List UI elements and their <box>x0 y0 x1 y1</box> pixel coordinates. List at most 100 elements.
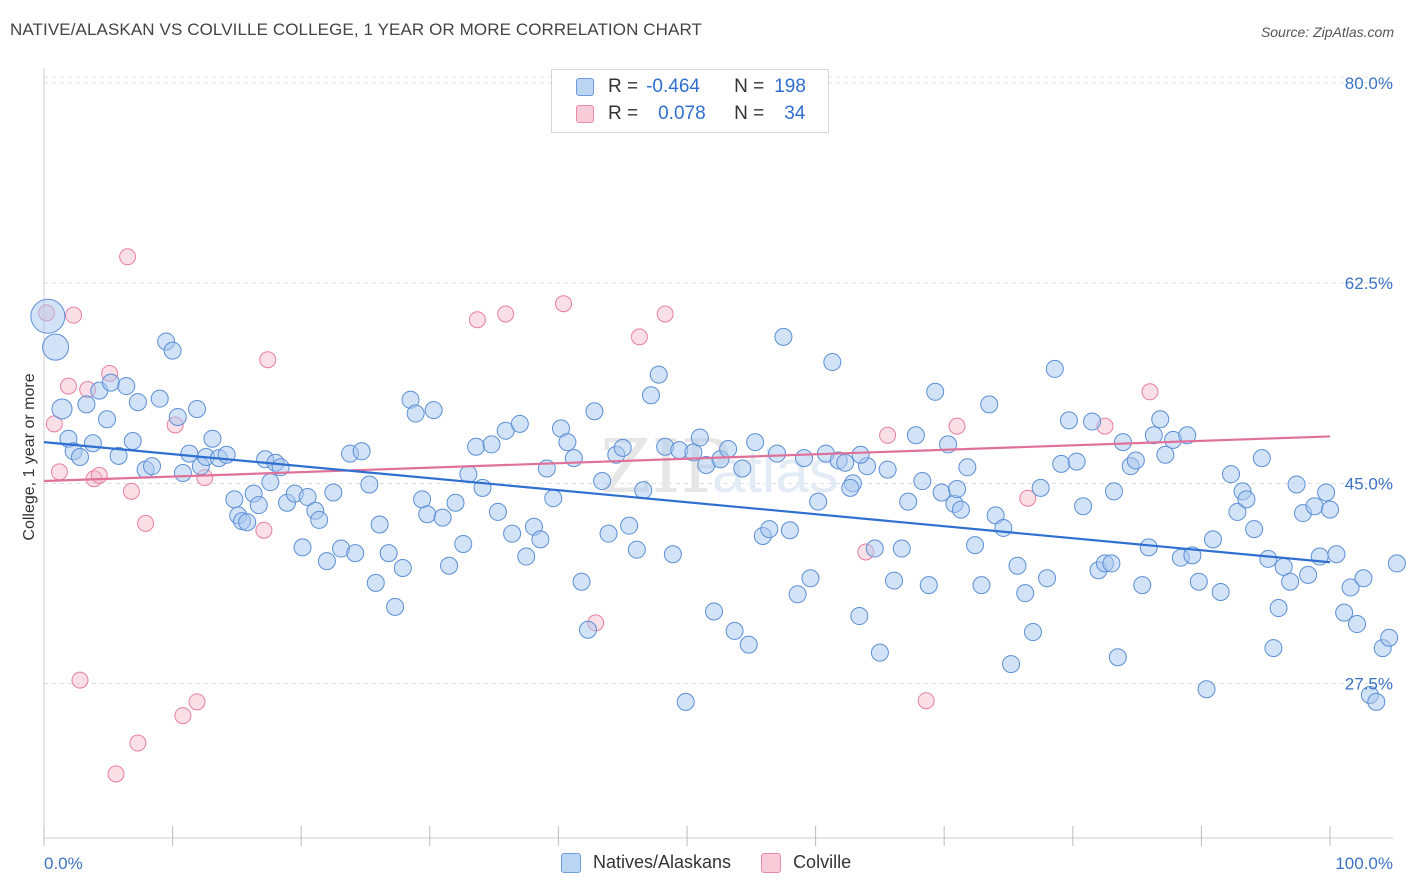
y-tick-label: 45.0% <box>1345 474 1393 493</box>
native-point <box>42 333 70 361</box>
native-point <box>1341 578 1360 597</box>
native-point <box>446 493 465 512</box>
native-point <box>1052 454 1071 473</box>
native-point <box>117 377 136 396</box>
native-point <box>585 402 604 421</box>
source-note: Source: ZipAtlas.com <box>1260 24 1394 40</box>
natives-legend-swatch <box>561 852 581 873</box>
colville-point <box>107 765 125 783</box>
native-point <box>739 635 758 654</box>
native-point <box>366 573 385 592</box>
native-point <box>544 489 563 508</box>
native-point <box>1144 426 1163 445</box>
native-point <box>1023 623 1042 642</box>
native-point <box>83 434 102 453</box>
legend-n-value: 198 <box>774 76 806 97</box>
native-point <box>926 382 945 401</box>
native-point <box>531 530 550 549</box>
native-point <box>360 475 379 494</box>
native-point <box>1245 520 1264 539</box>
native-point <box>746 433 765 452</box>
native-point <box>1259 549 1278 568</box>
native-point <box>760 520 779 539</box>
native-point <box>913 472 932 491</box>
native-point <box>1335 603 1354 622</box>
native-point <box>966 536 985 555</box>
native-point <box>418 505 437 524</box>
colville-point <box>656 305 674 323</box>
native-point <box>1038 569 1057 588</box>
native-point <box>225 490 244 509</box>
native-point <box>1327 545 1346 564</box>
native-point <box>440 556 459 575</box>
legend-n-label: N = <box>734 103 765 124</box>
native-point <box>1102 554 1121 573</box>
legend-r-value: 0.078 <box>658 103 706 124</box>
native-point <box>1281 572 1300 591</box>
native-point <box>599 524 618 543</box>
colville-point <box>917 692 935 710</box>
native-point <box>878 460 897 479</box>
colville-point <box>174 707 192 725</box>
native-point <box>1178 426 1197 445</box>
native-point <box>663 545 682 564</box>
colville-point <box>122 482 140 500</box>
native-point <box>780 521 799 540</box>
native-point <box>143 457 162 476</box>
native-point <box>774 327 793 346</box>
native-point <box>593 472 612 491</box>
native-point <box>1237 490 1256 509</box>
native-trend-line <box>43 441 1331 564</box>
native-point <box>173 464 192 483</box>
native-point <box>1203 530 1222 549</box>
native-point <box>298 488 317 507</box>
native-point <box>972 576 991 595</box>
native-point <box>899 492 918 511</box>
native-point <box>1108 648 1127 667</box>
native-point <box>1045 359 1064 378</box>
native-point <box>261 473 280 492</box>
native-point <box>379 544 398 563</box>
y-tick-label: 62.5% <box>1345 274 1393 293</box>
colville-point <box>468 311 486 329</box>
colville-point <box>630 328 648 346</box>
native-point <box>1151 410 1170 429</box>
native-point <box>77 395 96 414</box>
legend-row-colville: R = 0.078 N = 34 <box>576 102 805 126</box>
y-tick-labels: 27.5% 45.0% 62.5% 80.0% <box>1345 74 1393 694</box>
native-point <box>558 433 577 452</box>
native-point <box>51 398 73 420</box>
native-point <box>823 353 842 372</box>
native-point <box>1252 449 1271 468</box>
native-point <box>1354 569 1373 588</box>
native-point <box>1367 692 1386 711</box>
native-point <box>1380 628 1399 647</box>
legend-row-natives: R = -0.464 N = 198 <box>576 75 806 99</box>
colville-point <box>497 305 515 323</box>
native-point <box>684 443 703 462</box>
stats-legend: R = -0.464 N = 198 R = 0.078 N = 34 <box>551 69 829 133</box>
native-point <box>1067 452 1086 471</box>
native-point <box>488 502 507 521</box>
series-legend: Natives/Alaskans Colville <box>561 852 881 873</box>
colville-point <box>90 466 108 484</box>
native-point <box>517 547 536 566</box>
native-point <box>1197 680 1216 699</box>
gridlines <box>44 76 1393 685</box>
colville-legend-label: Colville <box>793 852 852 872</box>
native-point <box>324 483 343 502</box>
legend-item-natives: Natives/Alaskans <box>561 852 731 873</box>
native-point <box>71 448 90 467</box>
x-tick-label-min: 0.0% <box>44 854 83 873</box>
trend-lines <box>43 435 1331 564</box>
native-point <box>841 478 860 497</box>
native-point <box>454 534 473 553</box>
native-point <box>1287 475 1306 494</box>
native-point <box>768 444 787 463</box>
colville-point <box>129 734 147 752</box>
native-point <box>168 407 187 426</box>
axes <box>43 68 1393 846</box>
native-point <box>109 446 128 465</box>
x-tick-label-max: 100.0% <box>1335 854 1393 873</box>
